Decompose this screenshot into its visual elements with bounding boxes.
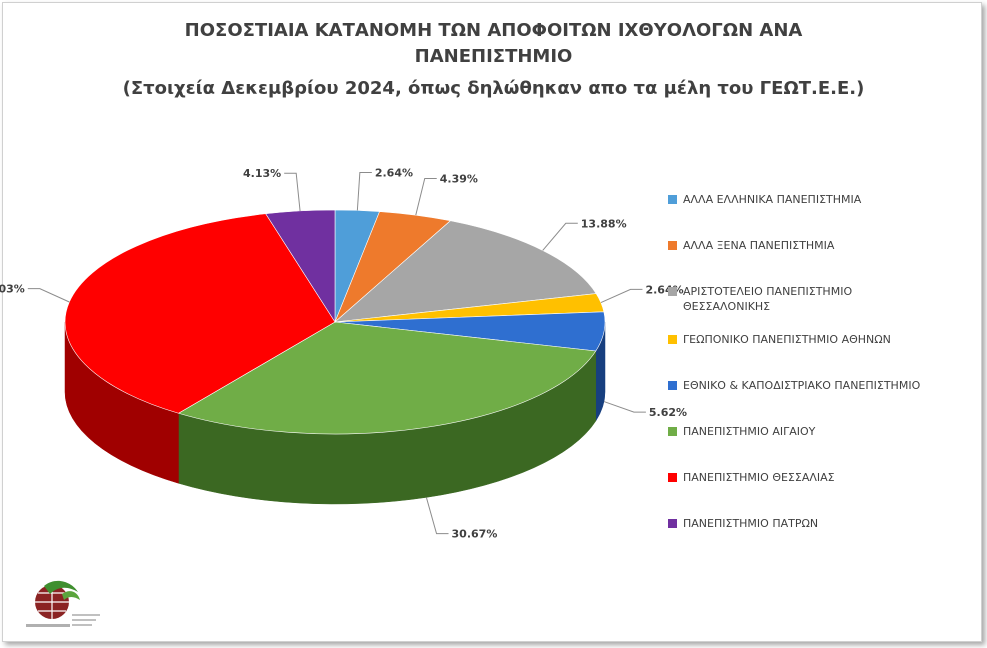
leader-line-6 xyxy=(425,497,449,535)
leader-line-3 xyxy=(542,222,578,251)
pie-slice-7 xyxy=(64,213,336,414)
leader-line-1 xyxy=(356,171,372,211)
data-label-7: 36.03% xyxy=(0,283,25,296)
legend-label-1: ΑΛΛΑ ΕΛΛΗΝΙΚΑ ΠΑΝΕΠΙΣΤΗΜΙΑ xyxy=(683,193,862,206)
chart-subtitle: (Στοιχεία Δεκεμβρίου 2024, όπως δηλώθηκα… xyxy=(122,78,865,99)
data-label-3: 13.88% xyxy=(581,217,627,230)
legend-item-7: ΠΑΝΕΠΙΣΤΗΜΙΟ ΘΕΣΣΑΛΙΑΣ xyxy=(668,470,835,485)
legend-item-2: ΑΛΛΑ ΞΕΝΑ ΠΑΝΕΠΙΣΤΗΜΙΑ xyxy=(668,238,834,253)
legend-swatch-5 xyxy=(668,381,677,390)
legend-label-5: ΕΘΝΙΚΟ & ΚΑΠΟΔΙΣΤΡΙΑΚΟ ΠΑΝΕΠΙΣΤΗΜΙΟ xyxy=(683,379,921,392)
legend-swatch-3 xyxy=(668,287,677,296)
pie-slice-6 xyxy=(177,321,597,435)
legend-label-6: ΠΑΝΕΠΙΣΤΗΜΙΟ ΑΙΓΑΙΟΥ xyxy=(683,425,816,438)
legend-swatch-8 xyxy=(668,519,677,528)
legend-item-6: ΠΑΝΕΠΙΣΤΗΜΙΟ ΑΙΓΑΙΟΥ xyxy=(668,424,815,439)
data-label-1: 2.64% xyxy=(375,166,413,179)
legend-item-8: ΠΑΝΕΠΙΣΤΗΜΙΟ ΠΑΤΡΩΝ xyxy=(668,516,818,531)
legend-label-2: ΑΛΛΑ ΞΕΝΑ ΠΑΝΕΠΙΣΤΗΜΙΑ xyxy=(683,239,835,252)
legend-label-8: ΠΑΝΕΠΙΣΤΗΜΙΟ ΠΑΤΡΩΝ xyxy=(683,517,819,530)
legend-swatch-7 xyxy=(668,473,677,482)
data-label-8: 4.13% xyxy=(243,167,281,180)
legend-label-7: ΠΑΝΕΠΙΣΤΗΜΙΟ ΘΕΣΣΑΛΙΑΣ xyxy=(683,471,835,484)
leader-line-5 xyxy=(603,401,646,413)
geotee-logo xyxy=(26,580,100,627)
legend-item-5: ΕΘΝΙΚΟ & ΚΑΠΟΔΙΣΤΡΙΑΚΟ ΠΑΝΕΠΙΣΤΗΜΙΟ xyxy=(668,378,920,393)
legend-item-3: ΑΡΙΣΤΟΤΕΛΕΙΟ ΠΑΝΕΠΙΣΤΗΜΙΟ ΘΕΣΣΑΛΟΝΙΚΗΣ xyxy=(668,284,923,314)
chart-title-line2: ΠΑΝΕΠΙΣΤΗΜΙΟ xyxy=(414,46,573,67)
legend-item-1: ΑΛΛΑ ΕΛΛΗΝΙΚΑ ΠΑΝΕΠΙΣΤΗΜΙΑ xyxy=(668,192,861,207)
data-label-2: 4.39% xyxy=(440,173,478,186)
pie-slice-8 xyxy=(265,209,336,324)
leader-line-8 xyxy=(284,172,301,211)
legend-swatch-1 xyxy=(668,195,677,204)
legend-item-4: ΓΕΩΠΟΝΙΚΟ ΠΑΝΕΠΙΣΤΗΜΙΟ ΑΘΗΝΩΝ xyxy=(668,332,891,347)
leader-line-7 xyxy=(27,288,70,303)
legend-label-4: ΓΕΩΠΟΝΙΚΟ ΠΑΝΕΠΙΣΤΗΜΙΟ ΑΘΗΝΩΝ xyxy=(683,333,891,346)
chart-title-line1: ΠΟΣΟΣΤΙΑΙΑ ΚΑΤΑΝΟΜΗ ΤΩΝ ΑΠΟΦΟΙΤΩΝ ΙΧΘΥΟΛ… xyxy=(184,20,803,41)
data-label-6: 30.67% xyxy=(452,528,498,541)
data-label-5: 5.62% xyxy=(649,406,687,419)
legend-swatch-2 xyxy=(668,241,677,250)
legend-swatch-4 xyxy=(668,335,677,344)
leader-line-4 xyxy=(600,288,643,304)
legend-label-3: ΑΡΙΣΤΟΤΕΛΕΙΟ ΠΑΝΕΠΙΣΤΗΜΙΟ ΘΕΣΣΑΛΟΝΙΚΗΣ xyxy=(683,285,853,313)
leader-line-2 xyxy=(415,178,437,216)
legend-swatch-6 xyxy=(668,427,677,436)
